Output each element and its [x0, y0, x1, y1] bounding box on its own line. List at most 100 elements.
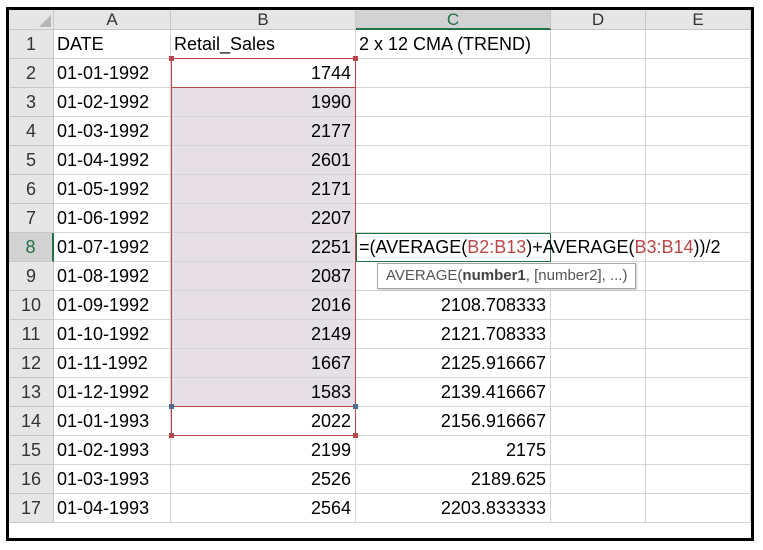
cell-b-10[interactable]: 2016 — [171, 291, 356, 320]
row-header[interactable]: 15 — [9, 436, 54, 465]
range-resize-handle[interactable] — [169, 433, 174, 438]
cell-a-8[interactable]: 01-07-1992 — [54, 233, 171, 262]
cell-b-1[interactable]: Retail_Sales — [171, 30, 356, 59]
cell-b-8[interactable]: 2251 — [171, 233, 356, 262]
row-header[interactable]: 2 — [9, 59, 54, 88]
cell-b-5[interactable]: 2601 — [171, 146, 356, 175]
cell-a-12[interactable]: 01-11-1992 — [54, 349, 171, 378]
cell-c-14[interactable]: 2156.916667 — [356, 407, 551, 436]
cell-c-6[interactable] — [356, 175, 551, 204]
cell-c-12[interactable]: 2125.916667 — [356, 349, 551, 378]
cell-d-9[interactable] — [551, 262, 646, 291]
cell-d-3[interactable] — [551, 88, 646, 117]
cell-c-15[interactable]: 2175 — [356, 436, 551, 465]
cell-a-5[interactable]: 01-04-1992 — [54, 146, 171, 175]
row-header[interactable]: 10 — [9, 291, 54, 320]
cell-b-3[interactable]: 1990 — [171, 88, 356, 117]
cell-c-7[interactable] — [356, 204, 551, 233]
cell-b-4[interactable]: 2177 — [171, 117, 356, 146]
row-header[interactable]: 8 — [9, 233, 54, 262]
cell-a-7[interactable]: 01-06-1992 — [54, 204, 171, 233]
range-resize-handle[interactable] — [169, 404, 174, 409]
cell-d-1[interactable] — [551, 30, 646, 59]
cell-c-17[interactable]: 2203.833333 — [356, 494, 551, 523]
cell-b-14[interactable]: 2022 — [171, 407, 356, 436]
cell-b-11[interactable]: 2149 — [171, 320, 356, 349]
cell-e-12[interactable] — [646, 349, 751, 378]
cell-e-11[interactable] — [646, 320, 751, 349]
cell-d-15[interactable] — [551, 436, 646, 465]
cell-c-16[interactable]: 2189.625 — [356, 465, 551, 494]
row-header[interactable]: 5 — [9, 146, 54, 175]
row-header[interactable]: 1 — [9, 30, 54, 59]
tooltip-function-name[interactable]: AVERAGE( — [386, 267, 463, 284]
range-resize-handle[interactable] — [353, 404, 358, 409]
cell-b-2[interactable]: 1744 — [171, 59, 356, 88]
cell-d-10[interactable] — [551, 291, 646, 320]
cell-a-6[interactable]: 01-05-1992 — [54, 175, 171, 204]
cell-b-12[interactable]: 1667 — [171, 349, 356, 378]
row-header[interactable]: 9 — [9, 262, 54, 291]
range-resize-handle[interactable] — [353, 433, 358, 438]
cell-e-5[interactable] — [646, 146, 751, 175]
column-header-a[interactable]: A — [54, 10, 171, 30]
cell-b-6[interactable]: 2171 — [171, 175, 356, 204]
row-header[interactable]: 7 — [9, 204, 54, 233]
range-resize-handle[interactable] — [353, 56, 358, 61]
cell-d-14[interactable] — [551, 407, 646, 436]
cell-a-1[interactable]: DATE — [54, 30, 171, 59]
cell-b-15[interactable]: 2199 — [171, 436, 356, 465]
cell-e-3[interactable] — [646, 88, 751, 117]
cell-e-7[interactable] — [646, 204, 751, 233]
cell-a-17[interactable]: 01-04-1993 — [54, 494, 171, 523]
cell-e-16[interactable] — [646, 465, 751, 494]
cell-e-17[interactable] — [646, 494, 751, 523]
cell-a-15[interactable]: 01-02-1993 — [54, 436, 171, 465]
cell-e-1[interactable] — [646, 30, 751, 59]
row-header[interactable]: 4 — [9, 117, 54, 146]
cell-e-13[interactable] — [646, 378, 751, 407]
cell-a-9[interactable]: 01-08-1992 — [54, 262, 171, 291]
cell-c-10[interactable]: 2108.708333 — [356, 291, 551, 320]
cell-a-11[interactable]: 01-10-1992 — [54, 320, 171, 349]
cell-d-12[interactable] — [551, 349, 646, 378]
cell-d-16[interactable] — [551, 465, 646, 494]
cell-c-13[interactable]: 2139.416667 — [356, 378, 551, 407]
cell-e-6[interactable] — [646, 175, 751, 204]
column-header-c[interactable]: C — [356, 10, 551, 30]
cell-e-8[interactable] — [646, 233, 751, 262]
cell-e-14[interactable] — [646, 407, 751, 436]
cell-b-17[interactable]: 2564 — [171, 494, 356, 523]
row-header[interactable]: 11 — [9, 320, 54, 349]
active-cell-formula-editor[interactable]: =(AVERAGE(B2:B13)+AVERAGE(B3:B14))/2 — [356, 233, 721, 262]
cell-d-17[interactable] — [551, 494, 646, 523]
cell-b-13[interactable]: 1583 — [171, 378, 356, 407]
cell-a-4[interactable]: 01-03-1992 — [54, 117, 171, 146]
cell-d-6[interactable] — [551, 175, 646, 204]
cell-b-7[interactable]: 2207 — [171, 204, 356, 233]
cell-b-9[interactable]: 2087 — [171, 262, 356, 291]
cell-d-5[interactable] — [551, 146, 646, 175]
cell-e-9[interactable] — [646, 262, 751, 291]
cell-c-5[interactable] — [356, 146, 551, 175]
cell-c-4[interactable] — [356, 117, 551, 146]
cell-a-16[interactable]: 01-03-1993 — [54, 465, 171, 494]
cell-d-4[interactable] — [551, 117, 646, 146]
column-header-b[interactable]: B — [171, 10, 356, 30]
range-resize-handle[interactable] — [169, 56, 174, 61]
column-header-d[interactable]: D — [551, 10, 646, 30]
row-header[interactable]: 14 — [9, 407, 54, 436]
cell-a-2[interactable]: 01-01-1992 — [54, 59, 171, 88]
cell-e-4[interactable] — [646, 117, 751, 146]
cell-d-13[interactable] — [551, 378, 646, 407]
cell-c-3[interactable] — [356, 88, 551, 117]
cell-a-10[interactable]: 01-09-1992 — [54, 291, 171, 320]
cell-c-2[interactable] — [356, 59, 551, 88]
row-header[interactable]: 6 — [9, 175, 54, 204]
row-header[interactable]: 16 — [9, 465, 54, 494]
cell-e-15[interactable] — [646, 436, 751, 465]
cell-a-3[interactable]: 01-02-1992 — [54, 88, 171, 117]
row-header[interactable]: 17 — [9, 494, 54, 523]
cell-d-7[interactable] — [551, 204, 646, 233]
select-all-corner[interactable] — [9, 10, 54, 30]
